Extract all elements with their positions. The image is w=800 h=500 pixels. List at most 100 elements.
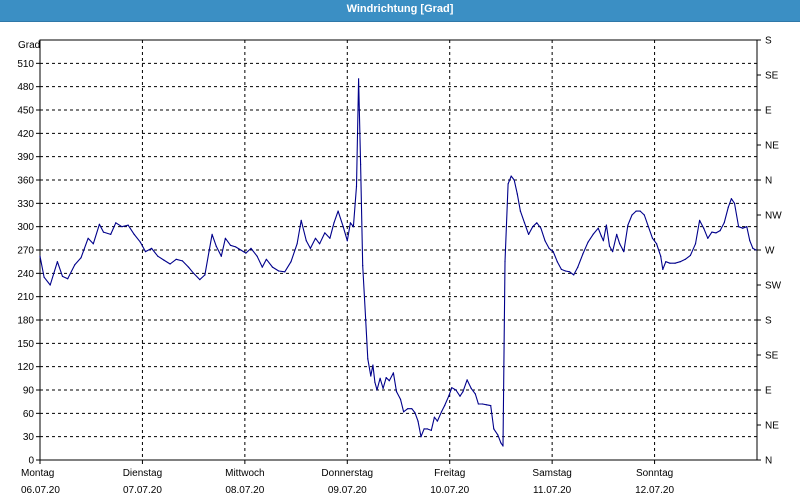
data-point [181, 260, 183, 262]
data-point [208, 251, 210, 253]
x-tick-date: 10.07.20 [430, 485, 469, 496]
data-point [372, 364, 374, 366]
data-point [309, 247, 311, 249]
data-point [605, 224, 608, 226]
data-point [474, 393, 476, 395]
data-point [352, 226, 354, 228]
data-point [639, 210, 641, 212]
data-point [451, 387, 453, 389]
y-tick-label: 480 [17, 82, 34, 93]
data-point [256, 255, 258, 257]
y-tick-label: 30 [23, 432, 35, 443]
data-point [319, 243, 321, 245]
y-tick-label: 210 [17, 292, 34, 303]
compass-label: SE [765, 71, 779, 82]
data-point [749, 240, 751, 242]
compass-label: S [765, 36, 772, 47]
data-point [738, 226, 740, 228]
data-point [204, 274, 206, 276]
data-point [523, 222, 526, 224]
data-point [235, 246, 237, 248]
y-tick-label: 450 [17, 106, 34, 117]
data-point [592, 233, 594, 235]
y-tick-label: 420 [17, 129, 34, 140]
data-point [414, 412, 416, 414]
data-point [265, 258, 267, 260]
data-point [470, 387, 472, 389]
data-point [382, 387, 384, 389]
data-point [507, 183, 509, 185]
compass-label: SE [765, 351, 779, 362]
axis-ticks: 0 30 60 90 120 150 180 210 240 270 300 330 360 390 420… [17, 36, 782, 497]
data-point [694, 243, 697, 245]
x-tick-day: Mittwoch [225, 468, 264, 479]
data-point [74, 264, 76, 266]
data-point [220, 255, 222, 257]
data-point [519, 210, 522, 212]
data-point [536, 222, 538, 224]
data-point [689, 254, 692, 256]
data-point [569, 271, 571, 273]
data-point [430, 429, 432, 431]
data-point [110, 233, 112, 235]
x-tick-day: Sonntag [636, 468, 673, 479]
data-point [665, 261, 667, 263]
y-tick-label: 330 [17, 199, 34, 210]
x-tick-day: Donnerstag [321, 468, 373, 479]
data-point [746, 226, 748, 228]
data-point [552, 251, 554, 253]
data-point [733, 202, 736, 204]
data-point [540, 227, 542, 229]
data-point [631, 214, 633, 216]
y-tick-label: 120 [17, 362, 34, 373]
data-point [602, 240, 605, 242]
data-point [157, 255, 159, 257]
data-point [669, 262, 671, 264]
data-point [49, 284, 51, 286]
data-point [370, 375, 372, 377]
x-tick-day: Freitag [434, 468, 465, 479]
data-point [240, 249, 242, 251]
data-point [616, 233, 618, 235]
data-point [365, 319, 367, 321]
data-point [284, 271, 286, 273]
data-point [229, 244, 232, 246]
x-tick-day: Montag [21, 468, 54, 479]
data-point [730, 198, 733, 200]
data-point [752, 247, 754, 249]
data-point [560, 268, 563, 270]
y-tick-label: 360 [17, 176, 34, 187]
data-point [61, 275, 64, 277]
compass-label: NE [765, 421, 779, 432]
data-point [300, 219, 302, 221]
chart-title: Windrichtung [Grad] [0, 0, 800, 22]
compass-label: S [765, 316, 772, 327]
data-point [684, 258, 686, 260]
data-point [500, 442, 502, 444]
data-point [278, 270, 280, 272]
data-point [39, 255, 41, 257]
data-point [305, 240, 307, 242]
data-point [707, 237, 709, 239]
data-point [395, 391, 398, 393]
data-point [169, 263, 171, 265]
data-point [388, 380, 390, 382]
data-point [250, 247, 252, 249]
data-point [662, 268, 664, 270]
data-point [516, 193, 518, 195]
data-point [455, 389, 457, 391]
data-point [462, 391, 464, 393]
compass-label: W [765, 246, 775, 257]
data-point [433, 416, 435, 418]
data-point [355, 185, 358, 187]
x-tick-day: Dienstag [123, 468, 162, 479]
data-point [420, 436, 422, 438]
data-point [436, 420, 438, 422]
x-tick-date: 08.07.20 [225, 485, 264, 496]
data-point [528, 233, 530, 235]
data-point [623, 251, 625, 253]
data-point [144, 251, 147, 253]
data-point [510, 175, 512, 177]
data-point [651, 237, 654, 239]
data-point [556, 261, 558, 263]
